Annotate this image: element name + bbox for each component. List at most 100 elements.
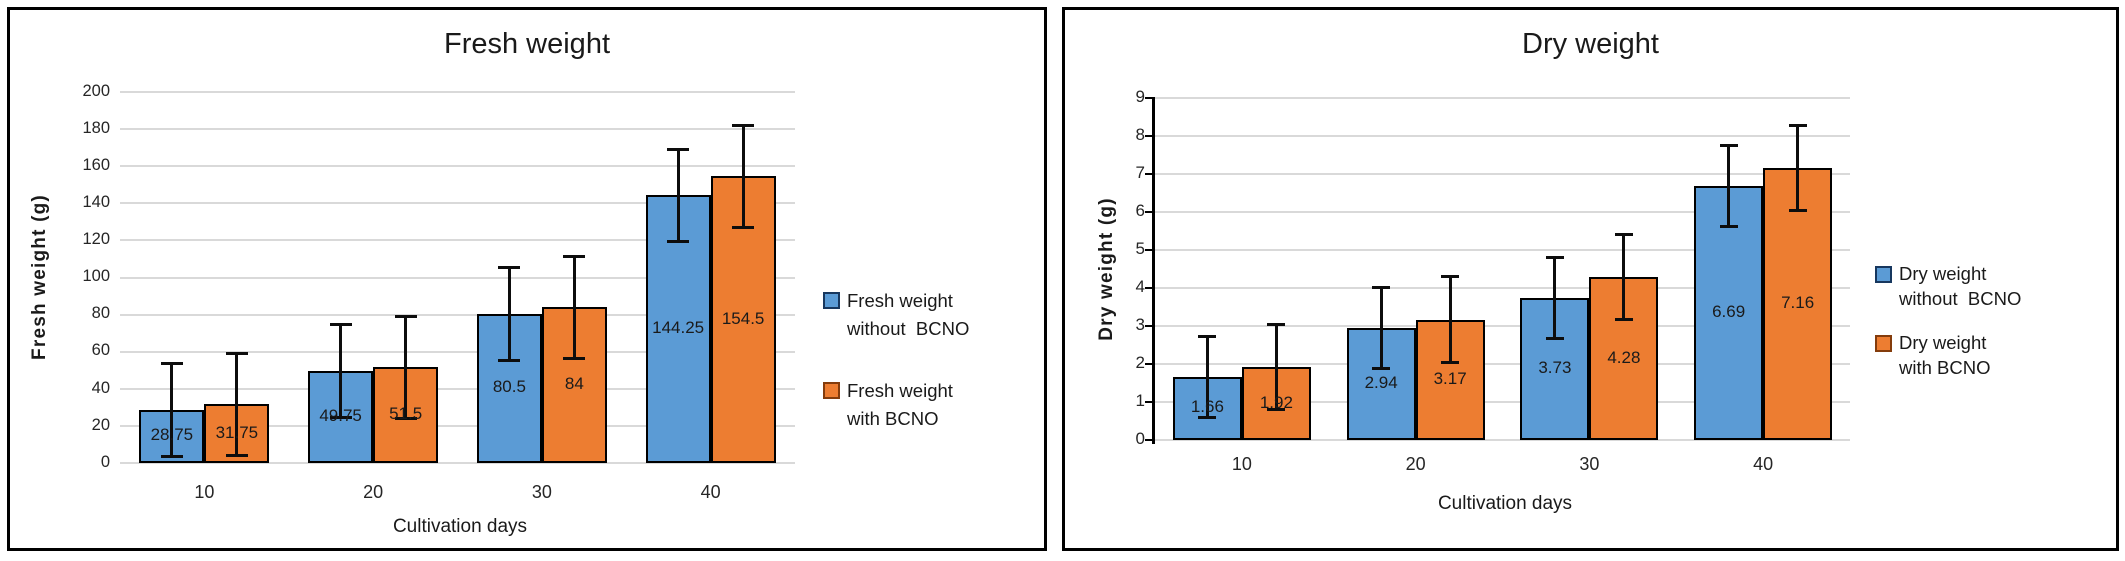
legend-line: with BCNO [847,408,939,429]
y-tick-mark [1145,363,1155,365]
bar-data-label: 4.28 [1607,347,1641,367]
y-tick-label: 140 [82,193,110,212]
error-bar-cap-top [563,254,586,258]
error-bar-cap-bottom [1441,360,1460,364]
legend-line: without BCNO [847,318,970,339]
legend-label: Dry weight without BCNO [1899,261,2021,311]
y-tick-label: 120 [82,230,110,249]
x-tick-label: 10 [194,482,215,502]
error-bar-line [1205,336,1209,418]
y-axis-line [1152,98,1155,444]
bar-data-label: 3.73 [1538,358,1572,378]
gridline [1155,135,1850,137]
y-tick-label: 8 [1135,125,1145,145]
y-tick-label: 20 [91,415,110,434]
plot-area: 0 20 40 60 80 100 120 140 160 180 200 28.75 31.75 10 4… [10,10,1044,548]
y-tick-mark [1145,97,1155,99]
x-tick-label: 20 [1405,454,1426,474]
error-bar-line [339,324,343,418]
gridline [1155,211,1850,213]
error-bar-cap-bottom [732,225,755,229]
legend-line: Dry weight [1899,263,1987,284]
gridline [120,276,795,279]
legend-line: Dry weight [1899,332,1987,353]
legend-line: Fresh weight [847,380,953,401]
error-bar-cap-bottom [1719,224,1738,228]
y-tick-label: 7 [1135,163,1145,183]
bar-data-label: 28.75 [150,425,194,445]
error-bar-cap-top [1545,256,1564,260]
legend-label: Fresh weight with BCNO [847,377,953,433]
error-bar-cap-bottom [225,453,248,457]
gridline [1155,439,1850,441]
error-bar-line [676,149,680,242]
y-tick-label: 160 [82,155,110,174]
bar-data-label: 154.5 [721,308,765,328]
gridline [1155,249,1850,251]
error-bar-line [1274,324,1278,410]
bar-without-bcno-day-40 [1694,185,1764,440]
error-bar-line [1727,145,1731,227]
bar-data-label: 144.25 [652,318,705,338]
x-tick-label: 30 [1579,454,1600,474]
bar-data-label: 51.5 [389,404,423,424]
x-tick-label: 30 [531,482,552,502]
gridline [120,424,795,427]
error-bar-cap-bottom [1372,367,1391,371]
y-tick-mark [1145,325,1155,327]
error-bar-cap-top [1788,123,1807,127]
error-bar-cap-bottom [329,415,352,419]
y-tick-label: 80 [91,304,110,323]
bar-data-label: 6.69 [1712,301,1746,321]
gridline [120,202,795,205]
legend-label: Dry weight with BCNO [1899,330,1991,380]
error-bar-line [572,256,576,359]
x-tick-label: 40 [700,482,721,502]
x-tick-label: 10 [1231,454,1252,474]
y-tick-label: 40 [91,378,110,397]
error-bar-line [1448,276,1452,363]
gridline [120,239,795,242]
y-tick-mark [1145,249,1155,251]
bar-data-label: 31.75 [215,422,259,442]
x-tick-label: 20 [363,482,384,502]
legend-label: Fresh weight without BCNO [847,287,969,343]
error-bar-cap-top [394,314,417,318]
y-tick-mark [1145,439,1155,441]
gridline [1155,363,1850,365]
y-tick-label: 0 [100,452,110,471]
y-tick-mark [1145,401,1155,403]
y-tick-mark [1145,173,1155,175]
gridline [1155,287,1850,289]
bar-data-label: 2.94 [1364,373,1398,393]
y-tick-mark [1145,287,1155,289]
bar-data-label: 80.5 [492,377,526,397]
error-bar-cap-bottom [160,454,183,458]
plot-area: 0 1 2 3 4 5 6 7 8 9 1.66 1.92 10 2.94 3.17 20 3.73 4.28 30… [1065,10,2116,548]
fresh-weight-chart-panel: Fresh weight Fresh weight (g) 0 20 40 60 80 1… [7,7,1047,551]
error-bar-cap-bottom [394,416,417,420]
error-bar-cap-top [1267,322,1286,326]
legend-line: Fresh weight [847,290,953,311]
error-bar-line [507,267,511,361]
y-tick-label: 60 [91,341,110,360]
legend-swatch-orange [1875,335,1892,352]
legend-swatch-blue [1875,266,1892,283]
y-tick-label: 180 [82,118,110,137]
error-bar-line [1796,125,1800,211]
error-bar-cap-top [1614,233,1633,237]
error-bar-cap-bottom [1267,408,1286,412]
x-tick-label: 40 [1753,454,1774,474]
error-bar-line [1553,257,1557,339]
bar-with-bcno-day-40 [1763,167,1833,440]
y-tick-label: 3 [1135,315,1145,335]
legend-swatch-blue [823,292,840,309]
gridline [120,128,795,131]
bar-data-label: 84 [564,374,584,394]
y-tick-label: 5 [1135,239,1145,259]
y-tick-label: 6 [1135,201,1145,221]
error-bar-cap-top [1441,275,1460,279]
y-tick-mark [1145,135,1155,137]
error-bar-cap-top [160,361,183,365]
